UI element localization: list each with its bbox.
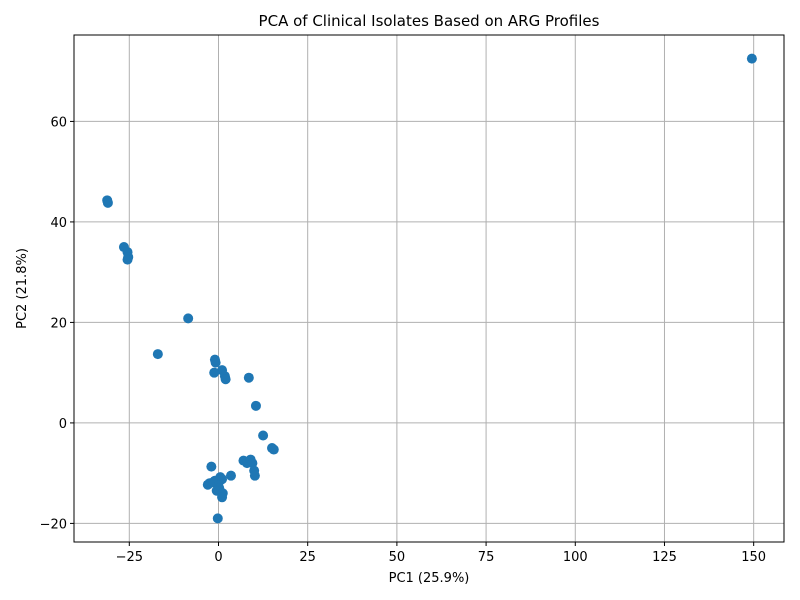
- x-tick-label: 50: [389, 550, 406, 565]
- scatter-point: [210, 357, 221, 368]
- y-tick-label: 60: [50, 115, 67, 130]
- scatter-point: [746, 53, 757, 64]
- scatter-point: [220, 374, 231, 385]
- scatter-point: [250, 400, 261, 411]
- y-axis-label: PC2 (21.8%): [15, 248, 30, 329]
- scatter-point: [243, 372, 254, 383]
- x-tick-label: −25: [116, 550, 143, 565]
- chart-title: PCA of Clinical Isolates Based on ARG Pr…: [259, 12, 600, 30]
- scatter-point: [152, 349, 163, 360]
- y-tick-label: 40: [50, 216, 67, 231]
- scatter-point: [249, 470, 260, 481]
- scatter-point: [268, 444, 279, 455]
- grid-lines: [74, 35, 784, 542]
- scatter-point: [212, 513, 223, 524]
- scatter-point: [247, 458, 258, 469]
- axis-ticks: −25 0 25 50 75 100 125 150 −20 0 20 40 60: [40, 115, 767, 565]
- scatter-point: [217, 492, 228, 503]
- scatter-point: [122, 254, 133, 265]
- scatter-point: [209, 367, 220, 378]
- x-axis-label: PC1 (25.9%): [389, 571, 470, 586]
- y-tick-label: 20: [50, 316, 67, 331]
- y-tick-label: −20: [40, 517, 67, 532]
- y-tick-label: 0: [59, 417, 67, 432]
- plot-frame: [73, 34, 785, 543]
- x-tick-label: 75: [478, 550, 495, 565]
- x-tick-label: 150: [741, 550, 766, 565]
- x-tick-label: 100: [563, 550, 588, 565]
- scatter-point: [258, 430, 269, 441]
- x-tick-label: 0: [214, 550, 222, 565]
- x-tick-label: 125: [652, 550, 677, 565]
- data-points: [102, 53, 757, 524]
- scatter-point: [225, 470, 236, 481]
- scatter-point: [206, 461, 217, 472]
- x-tick-label: 25: [299, 550, 316, 565]
- scatter-point: [183, 313, 194, 324]
- scatter-point: [102, 197, 113, 208]
